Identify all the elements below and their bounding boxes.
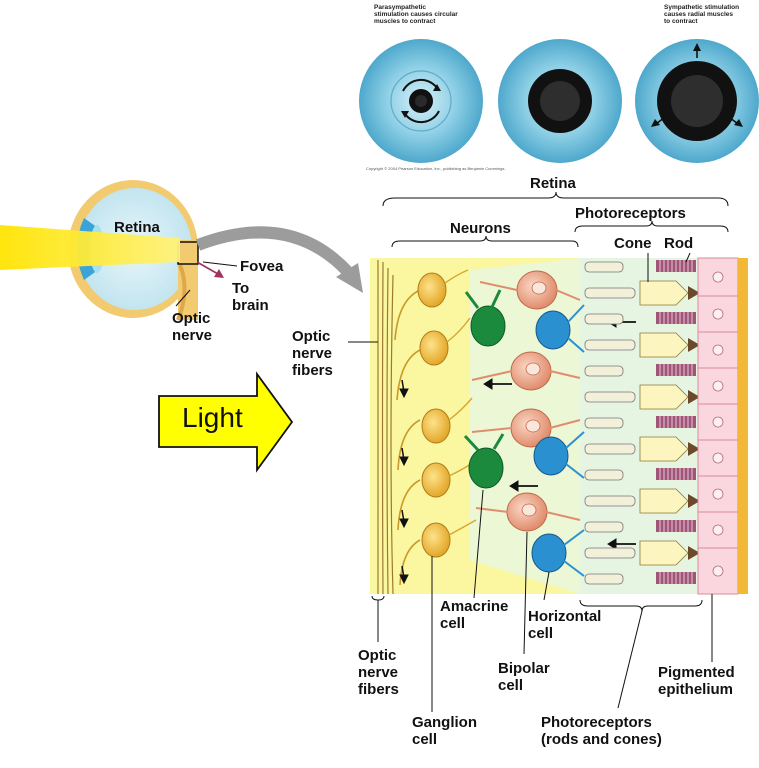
ganglion-cells — [417, 272, 451, 558]
to-brain-arrow — [196, 261, 224, 278]
iris-constricted — [359, 39, 483, 163]
bipolar-cell-label: Bipolar cell — [498, 660, 550, 694]
pupil-panel — [359, 39, 759, 163]
leader-lines — [175, 252, 713, 712]
pigmented-epithelium — [697, 257, 748, 595]
photoreceptor-cells — [584, 260, 700, 585]
sympathetic-caption: Sympathetic stimulation causes radial mu… — [664, 4, 740, 25]
optic-nerve-fibers-bottom-label: Optic nerve fibers — [358, 647, 399, 698]
horizontal-cell-label: Horizontal cell — [528, 608, 602, 642]
amacrine-cells — [463, 289, 506, 489]
fovea-label: Fovea — [240, 258, 284, 275]
amacrine-cell-label: Amacrine cell — [440, 598, 509, 632]
to-brain-label: To brain — [232, 280, 269, 314]
photoreceptors-bottom-label: Photoreceptors (rods and cones) — [541, 714, 662, 748]
zoom-arrow — [195, 226, 363, 293]
ganglion-cell-label: Ganglion cell — [412, 714, 477, 748]
retina-section — [175, 191, 748, 712]
copyright-text: Copyright © 2004 Pearson Education, Inc.… — [366, 166, 506, 171]
parasympathetic-caption: Parasympathetic stimulation causes circu… — [374, 4, 458, 25]
iris-dilated — [635, 39, 759, 163]
cone-label: Cone — [614, 235, 652, 252]
iris-normal — [498, 39, 622, 163]
eye-retina-label: Retina — [114, 219, 160, 236]
optic-nerve-fibers — [377, 260, 394, 595]
light-arrow — [158, 371, 294, 473]
optic-nerve-label: Optic nerve — [172, 310, 213, 344]
retina-title: Retina — [530, 175, 576, 192]
rod-label: Rod — [664, 235, 694, 252]
optic-nerve-fibers-left-label: Optic nerve fibers — [292, 328, 333, 379]
photoreceptors-label: Photoreceptors — [575, 205, 686, 222]
light-beam — [0, 225, 180, 270]
brackets — [371, 191, 729, 612]
pigmented-epithelium-label: Pigmented epithelium — [658, 664, 735, 698]
signal-arrows — [483, 316, 636, 550]
light-label: Light — [182, 402, 243, 433]
neurons-label: Neurons — [450, 220, 511, 237]
